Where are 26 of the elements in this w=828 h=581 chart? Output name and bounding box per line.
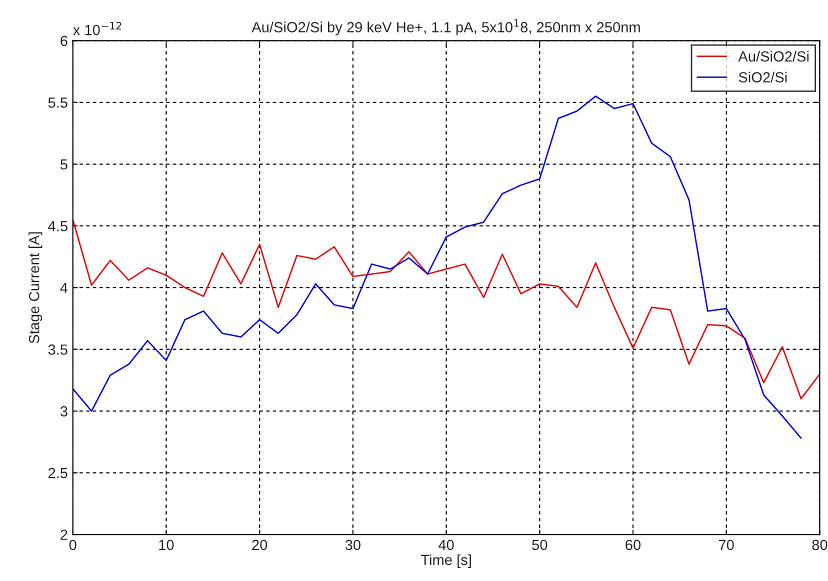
y-tick-label: 5.5 <box>48 98 68 108</box>
y-tick-label: 5 <box>60 159 68 170</box>
y-tick-label: 3.5 <box>48 344 68 355</box>
y-tick-label: 3 <box>60 406 68 416</box>
x-tick-label: 10 <box>159 540 174 550</box>
line-series <box>72 96 802 439</box>
y-axis-title: Stage Current [A] <box>28 232 42 344</box>
x-tick-label: 80 <box>812 540 828 550</box>
y-tick-label: 4.5 <box>48 221 68 232</box>
x-tick-label: 0 <box>69 540 76 550</box>
y-tick-label: 6 <box>60 36 68 46</box>
y-tick-label: 2.5 <box>48 468 68 478</box>
legend-label: Au/SiO2/Si <box>738 50 809 62</box>
line-series <box>72 218 820 400</box>
x-tick-label: 60 <box>626 540 641 550</box>
legend-label: SiO2/Si <box>738 72 787 82</box>
x-tick-label: 20 <box>252 540 268 550</box>
x-tick-label: 30 <box>345 540 360 550</box>
y-tick-label: 2 <box>60 530 68 540</box>
x-axis-title: Time [s] <box>420 554 471 568</box>
chart-title: Au/SiO2/Si by 29 keV He+, 1.1 pA, 5x10$^{1}$8, 250nm x 250nm <box>252 19 640 36</box>
y-tick-label: 4 <box>60 282 68 293</box>
x-tick-label: 70 <box>719 540 734 550</box>
text: x 10$^{−12}$ <box>73 22 122 36</box>
x-tick-label: 40 <box>438 540 454 550</box>
x-tick-label: 50 <box>532 540 548 550</box>
